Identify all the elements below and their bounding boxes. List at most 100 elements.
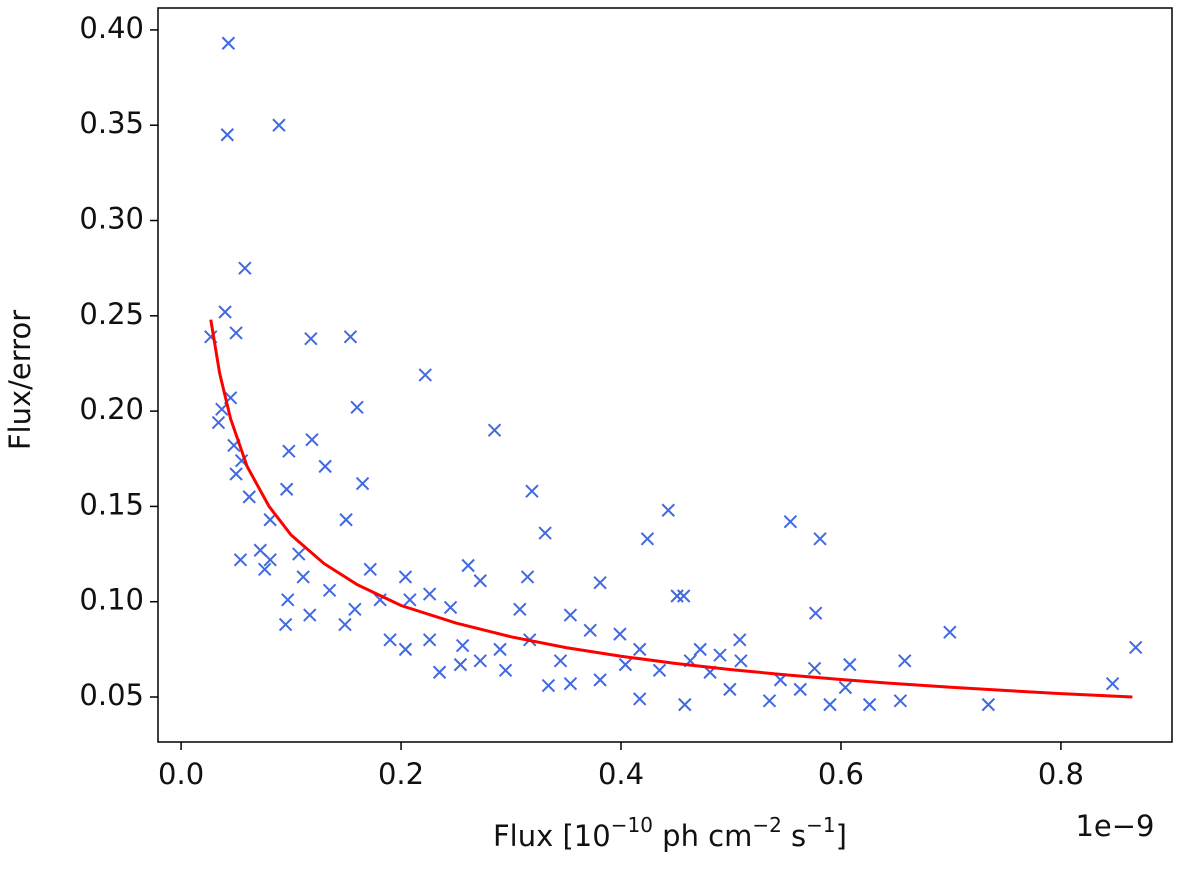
y-tick-label: 0.30: [79, 202, 144, 236]
scatter-point: [670, 589, 684, 603]
scatter-point: [678, 697, 692, 712]
scatter-point: [473, 654, 487, 668]
scatter-point: [783, 514, 798, 529]
scatter-point: [498, 663, 513, 678]
scatter-point: [843, 657, 857, 672]
scatter-point: [862, 697, 877, 712]
scatter-point: [618, 657, 633, 672]
scatter-point: [981, 697, 996, 712]
scatter-point: [661, 503, 676, 517]
scatter-point: [229, 467, 243, 481]
scatter-point: [583, 623, 597, 638]
scatter-point: [339, 513, 353, 527]
x-tick-label: 0.2: [378, 757, 424, 791]
scatter-point: [338, 617, 352, 632]
scatter-point: [282, 444, 296, 458]
scatter-point: [943, 625, 957, 639]
scatter-point: [403, 593, 417, 607]
scatter-point: [762, 694, 777, 708]
scatter-point: [723, 682, 737, 697]
scatter-point: [305, 433, 319, 447]
scatter-point: [793, 682, 807, 697]
scatter-point: [734, 654, 748, 668]
scatter-point: [303, 608, 317, 622]
x-tick-label: 0.8: [1038, 757, 1084, 791]
plot-frame: [157, 7, 1173, 743]
scatter-point: [838, 680, 853, 695]
x-axis-label-part: ph cm: [653, 819, 752, 853]
scatter-point: [713, 648, 727, 662]
scatter-point: [613, 627, 627, 641]
scatter-point: [807, 661, 822, 676]
scatter-point: [553, 654, 568, 668]
scatter-point: [422, 587, 437, 601]
fit-line: [209, 319, 1133, 699]
scatter-point: [898, 654, 912, 668]
scatter-point: [257, 562, 272, 577]
scatter-point: [278, 617, 293, 632]
x-tick-label: 0.6: [818, 757, 864, 791]
y-tick-label: 0.10: [79, 583, 144, 617]
scatter-point: [432, 665, 447, 679]
x-axis-label-part: s: [782, 819, 806, 853]
scatter-point: [1129, 640, 1143, 655]
scatter-point: [693, 642, 707, 657]
x-axis-label-part: ]: [836, 819, 847, 853]
scatter-point: [652, 663, 667, 678]
x-axis-label: Flux [10−10 ph cm−2 s−1]: [493, 813, 847, 854]
scatter-point: [398, 570, 413, 584]
scatter-point: [593, 575, 607, 590]
scatter-point: [229, 326, 243, 340]
scatter-point: [563, 676, 578, 691]
scatter-point: [272, 118, 286, 132]
scatter-point: [632, 642, 647, 657]
scatter-point: [520, 570, 535, 584]
scatter-point: [363, 562, 377, 577]
x-tick-label: 0.4: [598, 757, 644, 791]
y-tick-label: 0.40: [79, 11, 144, 45]
scatter-point: [453, 657, 468, 672]
scatter-point: [263, 513, 277, 527]
y-tick-label: 0.05: [79, 678, 144, 712]
scatter-point: [676, 589, 691, 603]
scatter-point: [525, 484, 539, 498]
scatter-point: [418, 368, 432, 382]
scatter-point: [398, 642, 413, 657]
scatter-point: [893, 694, 908, 708]
scatter-point: [304, 331, 318, 346]
scatter-point: [221, 36, 236, 50]
scatter-point: [242, 490, 256, 504]
y-tick-label: 0.15: [79, 487, 144, 521]
x-tick-label: 0.0: [158, 757, 204, 791]
scatter-point: [632, 692, 647, 706]
scatter-point: [233, 553, 248, 567]
x-axis-label-part: Flux [10: [493, 819, 611, 853]
scatter-point: [296, 570, 310, 584]
scatter-point: [348, 602, 362, 617]
scatter-point: [218, 305, 232, 319]
scatter-point: [383, 633, 397, 647]
scatter-point: [220, 128, 234, 142]
scatter-point: [513, 602, 527, 617]
scatter-point: [461, 558, 475, 573]
y-axis-label: Flux/error: [3, 310, 37, 450]
scatter-point: [640, 532, 655, 546]
x-axis-label-part: −1: [806, 813, 835, 837]
scatter-point: [593, 673, 607, 687]
scatter-point: [541, 678, 556, 693]
scatter-point: [813, 532, 827, 546]
scatter-point: [322, 583, 337, 597]
x-axis-label-part: −2: [752, 813, 781, 837]
y-tick-label: 0.35: [79, 106, 144, 140]
scatter-point: [455, 638, 470, 653]
scatter-point: [281, 593, 295, 607]
scatter-point: [215, 402, 229, 416]
scatter-point: [238, 261, 252, 275]
scatter-point: [443, 600, 458, 615]
scatter-point: [422, 633, 437, 647]
scatter-point: [343, 330, 358, 344]
scatter-point: [350, 400, 364, 415]
scatter-point: [538, 526, 552, 540]
